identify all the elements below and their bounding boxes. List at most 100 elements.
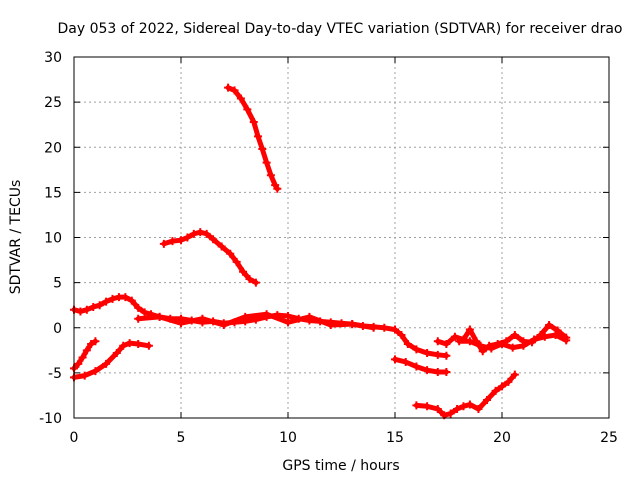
data-point: [217, 242, 226, 251]
y-tick-label: 25: [44, 95, 62, 111]
data-point: [232, 257, 241, 266]
data-point: [95, 301, 104, 310]
data-point: [226, 249, 235, 258]
data-point: [102, 359, 111, 368]
data-point: [412, 345, 421, 354]
data-point: [159, 239, 168, 248]
data-point: [453, 404, 462, 413]
data-point: [423, 349, 432, 358]
data-point: [134, 314, 143, 323]
y-tick-label: 30: [44, 50, 62, 66]
x-axis-title: GPS time / hours: [282, 458, 399, 474]
data-point: [119, 341, 128, 350]
data-point: [403, 339, 412, 348]
data-point: [245, 275, 254, 284]
x-tick-label: 0: [70, 430, 79, 446]
data-point: [127, 296, 136, 305]
data-point: [433, 337, 442, 346]
data-point: [412, 401, 421, 410]
data-point: [530, 335, 539, 344]
y-tick-label: 0: [53, 321, 62, 337]
data-point: [82, 305, 91, 314]
data-point: [498, 382, 506, 391]
grid: [74, 57, 609, 418]
data-point: [258, 145, 267, 154]
data-point: [474, 404, 483, 413]
data-point: [519, 341, 528, 350]
data-point: [76, 307, 85, 316]
data-point: [155, 312, 164, 321]
data-point: [465, 325, 474, 334]
data-point: [121, 293, 130, 302]
x-tick-label: 10: [279, 430, 297, 446]
data-point: [423, 366, 432, 375]
data-point: [78, 353, 87, 362]
chart-title: Day 053 of 2022, Sidereal Day-to-day VTE…: [57, 21, 622, 37]
data-point: [239, 267, 248, 276]
y-tick-label: 20: [44, 140, 62, 156]
data-point: [87, 339, 96, 348]
data-point: [401, 358, 410, 367]
data-point: [273, 184, 282, 193]
data-point: [102, 297, 111, 306]
data-point: [369, 323, 378, 332]
x-tick-label: 20: [493, 430, 511, 446]
data-point: [455, 337, 464, 346]
data-point: [442, 351, 451, 360]
data-point: [144, 341, 153, 350]
data-point: [510, 370, 519, 379]
data-point: [487, 344, 496, 353]
y-tick-label: -10: [39, 411, 62, 427]
data-point: [80, 371, 89, 380]
data-point: [262, 158, 271, 167]
data-point: [112, 349, 121, 358]
data-point: [230, 86, 239, 95]
data-point: [380, 323, 389, 332]
x-tick-label: 5: [177, 430, 186, 446]
data-point: [465, 337, 474, 346]
data-point: [442, 339, 451, 348]
y-tick-label: -5: [48, 366, 62, 382]
data-point: [412, 362, 421, 371]
data-point: [219, 321, 228, 330]
data-point: [450, 332, 459, 341]
data-point: [284, 318, 292, 327]
data-point: [168, 237, 177, 246]
data-point: [189, 229, 198, 238]
data-point: [442, 367, 451, 376]
data-point: [504, 377, 513, 386]
data-point: [397, 330, 406, 339]
x-tick-label: 25: [600, 430, 618, 446]
data-point: [423, 402, 432, 411]
data-point: [241, 312, 250, 321]
data-point: [134, 303, 143, 312]
y-tick-label: 5: [53, 276, 62, 292]
data-point: [89, 302, 98, 311]
data-point: [249, 117, 258, 126]
data-point: [254, 132, 263, 141]
data-point: [483, 395, 492, 404]
data-point: [196, 228, 205, 237]
data-point: [243, 105, 252, 114]
data-point: [140, 308, 149, 317]
data-point: [125, 339, 134, 348]
data-point: [236, 94, 245, 103]
data-point: [433, 367, 442, 376]
data-point: [108, 294, 117, 303]
data-point: [391, 355, 399, 364]
data-point: [202, 229, 211, 238]
data-point: [74, 359, 83, 368]
data-point: [491, 386, 500, 395]
data-point: [348, 320, 357, 329]
data-point: [134, 339, 143, 348]
data-point: [433, 350, 442, 359]
y-tick-label: 15: [44, 185, 62, 201]
data-point: [177, 236, 185, 245]
data-point: [433, 404, 442, 413]
data-point: [476, 341, 485, 350]
data-point: [209, 235, 218, 244]
data-point: [266, 171, 275, 180]
data-point: [91, 367, 100, 376]
data-point: [459, 402, 468, 411]
data-point: [305, 312, 314, 321]
